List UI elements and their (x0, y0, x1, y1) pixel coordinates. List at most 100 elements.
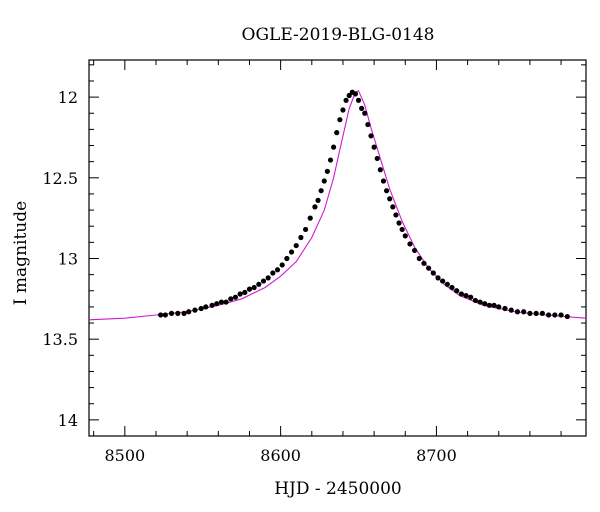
axis-ticks (89, 60, 586, 437)
data-point (486, 302, 493, 308)
y-tick-label: 13 (58, 249, 78, 268)
data-point (181, 310, 187, 316)
data-point (539, 310, 545, 316)
data-point (331, 144, 337, 150)
data-point (430, 270, 436, 276)
y-tick-label: 12.5 (42, 169, 78, 188)
data-point (352, 91, 359, 97)
data-point (186, 309, 192, 315)
data-point (203, 304, 209, 310)
data-point (533, 310, 539, 316)
data-point (340, 107, 346, 113)
data-point (228, 296, 234, 302)
data-point (242, 289, 248, 295)
data-point (355, 97, 362, 103)
data-point (514, 309, 521, 315)
y-axis-label: I magnitude (11, 201, 31, 305)
data-point (374, 155, 380, 162)
x-tick-label: 8600 (260, 446, 301, 465)
data-point (521, 309, 527, 315)
tick-labels: 8500 8600 8700 12 12.5 13 13.5 14 (42, 88, 456, 465)
x-tick-label: 8500 (104, 446, 145, 465)
y-tick-label: 13.5 (42, 330, 78, 349)
data-point (334, 130, 340, 136)
data-point (265, 275, 271, 281)
data-point (312, 204, 318, 210)
data-point (318, 188, 324, 194)
data-point (368, 133, 374, 139)
data-point (302, 226, 309, 233)
data-point (558, 312, 564, 318)
data-point (251, 284, 257, 291)
data-point (496, 304, 502, 310)
data-point (371, 144, 377, 150)
data-point (284, 255, 290, 262)
data-point (279, 262, 285, 268)
data-point (274, 267, 281, 273)
data-point (260, 278, 267, 284)
y-tick-label: 14 (58, 411, 78, 430)
data-point (327, 157, 334, 163)
data-point (293, 242, 299, 249)
data-point (246, 286, 253, 292)
data-point (399, 226, 405, 233)
data-points (158, 89, 570, 320)
data-point (237, 291, 243, 297)
data-point (288, 249, 295, 255)
data-point (390, 204, 396, 210)
data-point (270, 270, 276, 276)
data-point (324, 168, 330, 174)
data-point (223, 299, 229, 305)
y-tick-label: 12 (58, 88, 78, 107)
x-axis-label: HJD - 2450000 (274, 479, 402, 499)
data-point (198, 305, 204, 312)
data-point (377, 167, 383, 173)
data-point (454, 288, 460, 294)
data-point (491, 302, 497, 308)
plot-frame (88, 59, 587, 437)
data-point (426, 265, 432, 271)
data-point (552, 312, 558, 318)
data-point (393, 212, 399, 218)
data-point (387, 196, 393, 202)
data-point (402, 233, 408, 239)
data-point (315, 197, 321, 203)
data-point (468, 294, 474, 300)
chart-title: OGLE-2019-BLG-0148 (242, 25, 435, 45)
data-point (444, 281, 450, 287)
data-point (209, 302, 215, 308)
data-point (256, 281, 262, 287)
data-point (359, 105, 365, 112)
data-point (546, 312, 552, 318)
data-point (298, 234, 304, 241)
data-point (508, 307, 514, 313)
data-point (412, 247, 418, 254)
data-point (175, 310, 181, 316)
data-point (527, 310, 533, 316)
data-point (482, 301, 488, 307)
data-point (362, 110, 368, 116)
data-point (396, 220, 402, 226)
data-point (502, 305, 508, 312)
data-point (346, 92, 352, 99)
data-point (463, 293, 469, 299)
data-point (435, 275, 441, 281)
data-point (343, 97, 349, 103)
data-point (440, 278, 446, 284)
data-point (416, 255, 422, 262)
data-point (192, 307, 198, 313)
data-point (383, 188, 390, 194)
data-point (380, 178, 387, 184)
data-point (458, 291, 464, 297)
data-point (477, 299, 483, 305)
data-point (421, 260, 427, 266)
model-fit-line (88, 89, 587, 321)
data-point (564, 313, 570, 320)
data-point (232, 294, 239, 300)
data-point (162, 312, 168, 318)
data-point (307, 215, 313, 221)
data-point (337, 117, 343, 123)
data-point (321, 178, 327, 184)
x-tick-label: 8700 (416, 446, 457, 465)
